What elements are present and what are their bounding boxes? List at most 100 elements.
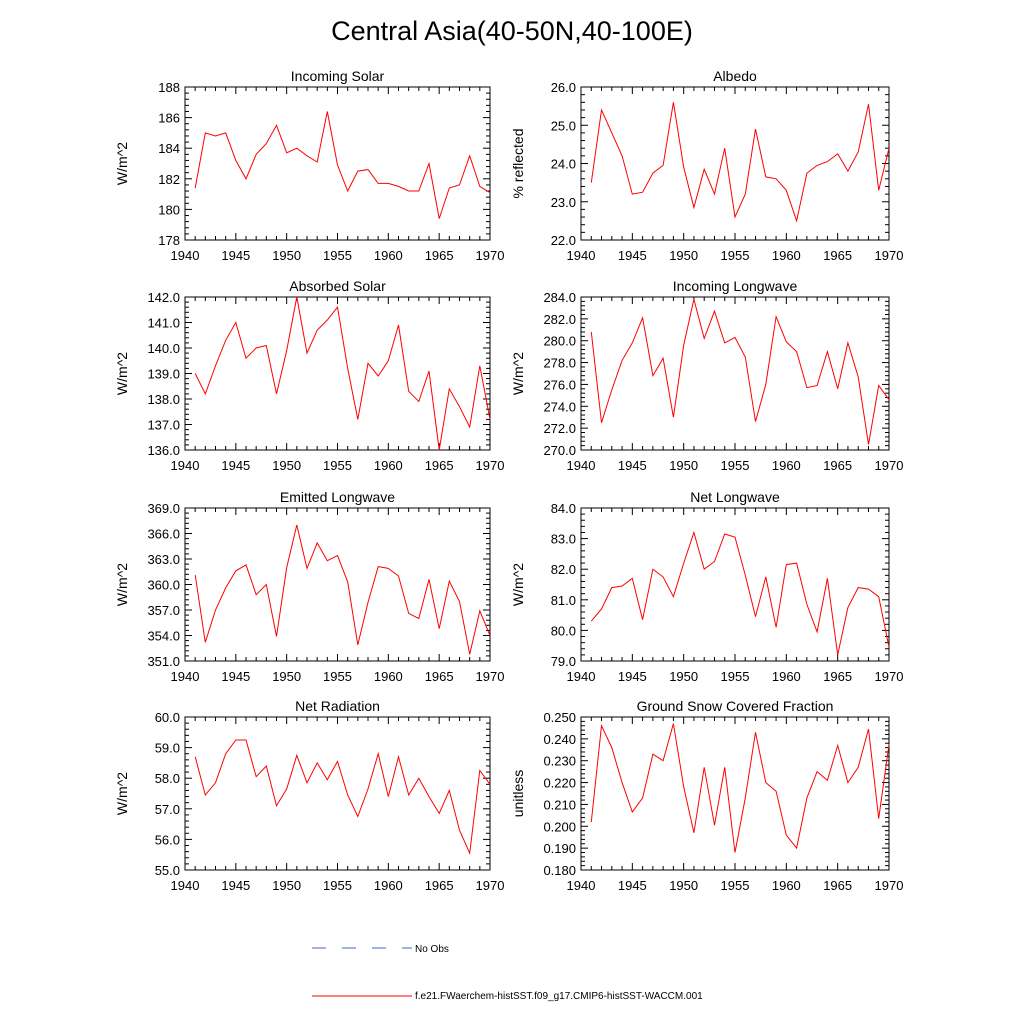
panel-4-frame <box>580 296 890 451</box>
panel-8-ytick-label: 0.240 <box>543 732 576 747</box>
panel-4-xtick-label: 1940 <box>567 458 596 473</box>
panel-5-series-line <box>194 524 491 655</box>
panel-4-ytick-label: 270.0 <box>543 443 576 458</box>
panel-7-xtick-label: 1955 <box>323 878 352 893</box>
panel-8-ytick-label: 0.210 <box>543 797 576 812</box>
panel-6-xtick-label: 1940 <box>567 669 596 684</box>
panel-8-ytick-label: 0.200 <box>543 819 576 834</box>
panel-3-ytick-label: 139.0 <box>147 367 180 382</box>
panel-2-ytick-label: 26.0 <box>551 80 576 95</box>
panel-2-ytick-label: 24.0 <box>551 157 576 172</box>
panel-7-ytick-label: 57.0 <box>155 802 180 817</box>
panel-1-ytick-label: 178 <box>158 233 180 248</box>
panel-2-ylabel: % reflected <box>510 128 526 198</box>
panel-3-ylabel: W/m^2 <box>114 352 130 395</box>
panel-5-ytick-label: 369.0 <box>147 501 180 516</box>
panel-4-ytick-label: 282.0 <box>543 312 576 327</box>
panel-3-ytick-label: 142.0 <box>147 290 180 305</box>
panel-8-frame <box>580 716 890 871</box>
panel-4-ytick-label: 284.0 <box>543 290 576 305</box>
panel-1-ytick-label: 186 <box>158 111 180 126</box>
panel-3-frame <box>184 296 491 451</box>
panel-8-ylabel: unitless <box>510 770 526 817</box>
panel-3-ytick-label: 136.0 <box>147 443 180 458</box>
panel-5-ytick-label: 354.0 <box>147 629 180 644</box>
panel-5-ytick-label: 351.0 <box>147 654 180 669</box>
panel-5-xtick-label: 1960 <box>374 669 403 684</box>
panel-3-xtick-label: 1955 <box>323 458 352 473</box>
panel-8-xtick-label: 1945 <box>618 878 647 893</box>
figure-title: Central Asia(40-50N,40-100E) <box>331 16 693 46</box>
panel-4-xtick-label: 1970 <box>875 458 904 473</box>
panel-5-title: Emitted Longwave <box>280 489 395 505</box>
panel-8-xtick-label: 1960 <box>772 878 801 893</box>
panel-8-xtick-label: 1940 <box>567 878 596 893</box>
panel-2-xtick-label: 1965 <box>823 248 852 263</box>
panel-6-xtick-label: 1960 <box>772 669 801 684</box>
panel-2-xtick-label: 1955 <box>721 248 750 263</box>
panel-3-title: Absorbed Solar <box>289 278 386 294</box>
panel-7-ytick-label: 56.0 <box>155 832 180 847</box>
panel-1-xtick-label: 1940 <box>171 248 200 263</box>
panel-7-xtick-label: 1945 <box>221 878 250 893</box>
panel-7-xtick-label: 1940 <box>171 878 200 893</box>
panel-4-xtick-label: 1950 <box>669 458 698 473</box>
panel-3-xtick-label: 1940 <box>171 458 200 473</box>
panel-7-ytick-label: 60.0 <box>155 710 180 725</box>
panel-6-title: Net Longwave <box>690 489 780 505</box>
panel-2-ytick-label: 22.0 <box>551 233 576 248</box>
panel-4-xtick-label: 1960 <box>772 458 801 473</box>
panel-6-ytick-label: 84.0 <box>551 501 576 516</box>
panel-6-ylabel: W/m^2 <box>510 563 526 606</box>
panel-5-ylabel: W/m^2 <box>114 563 130 606</box>
panel-6-xtick-label: 1945 <box>618 669 647 684</box>
panel-7-series-line <box>194 739 491 856</box>
panel-5-ytick-label: 360.0 <box>147 578 180 593</box>
panel-3-ytick-label: 137.0 <box>147 418 180 433</box>
panel-1-xtick-label: 1945 <box>221 248 250 263</box>
panel-8-xtick-label: 1950 <box>669 878 698 893</box>
panel-1-xtick-label: 1955 <box>323 248 352 263</box>
panel-3-ytick-label: 138.0 <box>147 392 180 407</box>
panel-5-ytick-label: 357.0 <box>147 603 180 618</box>
panel-6-ytick-label: 80.0 <box>551 623 576 638</box>
panel-4-ytick-label: 274.0 <box>543 399 576 414</box>
panel-1-ytick-label: 188 <box>158 80 180 95</box>
panel-4-ylabel: W/m^2 <box>510 352 526 395</box>
panel-5-xtick-label: 1965 <box>425 669 454 684</box>
panel-8: Ground Snow Covered Fraction unitless 1940… <box>510 698 903 893</box>
panel-8-xtick-label: 1970 <box>875 878 904 893</box>
panel-3-ytick-label: 140.0 <box>147 341 180 356</box>
panel-7-ytick-label: 55.0 <box>155 863 180 878</box>
panel-2-title: Albedo <box>713 68 757 84</box>
panel-3-ytick-label: 141.0 <box>147 316 180 331</box>
panel-1: Incoming Solar W/m^2 1940 1945 1950 1955 1960 1… <box>114 68 504 263</box>
panel-5-ytick-label: 366.0 <box>147 527 180 542</box>
panel-1-ytick-label: 182 <box>158 172 180 187</box>
panel-1-ylabel: W/m^2 <box>114 142 130 185</box>
panel-2-xtick-label: 1970 <box>875 248 904 263</box>
panel-6-xtick-label: 1965 <box>823 669 852 684</box>
panel-1-xtick-label: 1965 <box>425 248 454 263</box>
legend-no-obs-label: No Obs <box>415 944 449 955</box>
panel-5-frame <box>184 507 491 662</box>
panel-4-series-line <box>590 299 890 445</box>
panel-8-title: Ground Snow Covered Fraction <box>637 698 834 714</box>
panel-3-xtick-label: 1965 <box>425 458 454 473</box>
panel-1-xtick-label: 1970 <box>476 248 505 263</box>
panel-5-xtick-label: 1940 <box>171 669 200 684</box>
panel-4-xtick-label: 1965 <box>823 458 852 473</box>
panel-2-ytick-label: 23.0 <box>551 195 576 210</box>
panels: Incoming Solar W/m^2 1940 1945 1950 1955 1960 1… <box>114 68 903 893</box>
panel-2-xtick-label: 1945 <box>618 248 647 263</box>
panel-8-ytick-label: 0.250 <box>543 710 576 725</box>
panel-4-ytick-label: 272.0 <box>543 421 576 436</box>
panel-6-frame <box>580 507 890 662</box>
panel-5-xtick-label: 1970 <box>476 669 505 684</box>
panel-2: Albedo % reflected 1940 1945 1950 1955 1960 196… <box>510 68 903 263</box>
panel-3-xtick-label: 1950 <box>272 458 301 473</box>
panel-7-title: Net Radiation <box>295 698 380 714</box>
panel-4-ytick-label: 276.0 <box>543 377 576 392</box>
panel-8-ytick-label: 0.230 <box>543 754 576 769</box>
panel-5-ytick-label: 363.0 <box>147 552 180 567</box>
